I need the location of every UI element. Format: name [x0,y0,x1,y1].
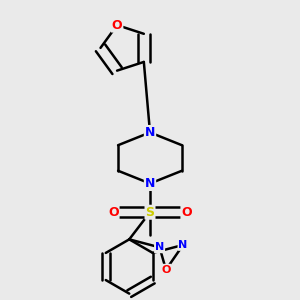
Text: N: N [178,240,188,250]
Text: O: O [182,206,192,219]
Text: N: N [155,242,164,252]
Text: O: O [112,19,122,32]
Text: O: O [108,206,119,219]
Text: O: O [161,265,171,275]
Text: N: N [145,126,155,139]
Text: S: S [146,206,154,219]
Text: N: N [145,177,155,190]
